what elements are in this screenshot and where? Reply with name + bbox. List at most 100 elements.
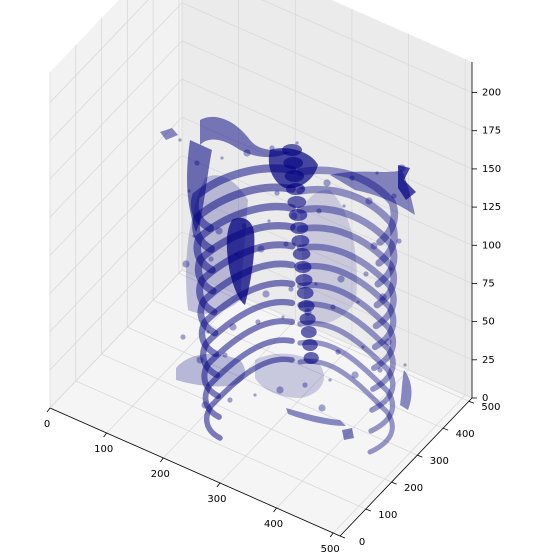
grid-line — [181, 2, 473, 132]
speckle — [377, 367, 383, 373]
grid-line — [181, 40, 473, 170]
speckle — [351, 371, 359, 379]
upper-spine-cluster — [268, 148, 318, 189]
rib-right — [296, 243, 397, 330]
z-tick-label: 0 — [482, 393, 488, 404]
y-tick-label: 500 — [481, 402, 500, 413]
grid-line — [276, 369, 409, 509]
speckle — [290, 212, 298, 220]
speckle — [262, 290, 270, 298]
x-tick-label: 400 — [264, 519, 283, 530]
vertebra — [296, 287, 314, 299]
x-tick-mark — [46, 407, 51, 413]
grid-line — [261, 0, 473, 93]
speckle — [201, 401, 209, 409]
grid-line — [181, 78, 473, 208]
speckle — [281, 315, 285, 319]
z-tick-label: 25 — [482, 355, 495, 366]
speckle — [316, 208, 322, 214]
x-tick-label: 200 — [151, 469, 170, 480]
speckle — [187, 189, 191, 193]
pane-left — [50, 0, 182, 408]
fragment-top-left — [160, 128, 178, 140]
speckle — [267, 219, 271, 223]
x-tick-label: 0 — [44, 419, 50, 430]
dense-structure-left — [226, 217, 255, 305]
vertebra — [303, 352, 319, 364]
x-tick-label: 300 — [207, 494, 226, 505]
grid-line — [127, 326, 418, 456]
speckle — [300, 186, 304, 190]
speckle — [363, 271, 369, 277]
vertebra — [287, 196, 307, 208]
speckle — [356, 300, 360, 304]
speckle — [379, 293, 387, 301]
speckle — [239, 297, 243, 301]
speckle — [255, 319, 261, 325]
grid-line — [178, 272, 470, 402]
speckle — [389, 267, 393, 271]
speckle — [243, 149, 251, 157]
speckle — [361, 345, 365, 349]
rib-right — [297, 358, 395, 455]
rib-right — [297, 320, 396, 413]
speckle — [241, 223, 247, 229]
vertebra — [298, 300, 315, 312]
speckle — [295, 141, 299, 145]
x-tick-mark — [159, 457, 164, 463]
speckle — [269, 145, 275, 151]
speckle — [215, 227, 223, 235]
vertebra — [290, 222, 309, 234]
speckle — [274, 190, 280, 196]
grid-line — [49, 40, 183, 180]
speckle — [335, 349, 341, 355]
speckle — [227, 397, 233, 403]
speckle — [194, 160, 200, 166]
rib-right — [297, 339, 396, 434]
vertebra — [295, 274, 313, 286]
speckle — [253, 393, 257, 397]
speckle — [196, 356, 204, 364]
clavicle-right — [330, 170, 415, 215]
grid-line — [49, 2, 183, 142]
vertebra — [294, 261, 312, 273]
grid-line — [101, 353, 392, 483]
y-tick-mark — [391, 481, 397, 485]
speckle — [192, 234, 196, 238]
pane-back — [182, 0, 472, 398]
speckle — [330, 304, 336, 310]
speckle — [220, 156, 224, 160]
speckle — [349, 175, 355, 181]
fragment — [342, 428, 354, 440]
z-tick-label: 175 — [482, 126, 501, 137]
y-tick-label: 400 — [456, 429, 475, 440]
speckle — [304, 308, 312, 316]
tick-labels: 0100200300400500010020030040050002550751… — [44, 88, 501, 555]
y-tick-mark — [365, 508, 371, 512]
lower-edge-fragment — [286, 408, 346, 426]
grid-line — [332, 394, 466, 534]
grid-line — [49, 269, 183, 409]
speckle — [365, 197, 373, 205]
y-tick-label: 100 — [378, 510, 397, 521]
y-axis-line — [339, 397, 473, 537]
axes-panes — [50, 0, 472, 536]
y-tick-label: 0 — [359, 537, 365, 548]
grid-line — [49, 193, 183, 332]
speckle — [208, 256, 214, 262]
x-axis-line — [49, 407, 341, 537]
rib-right — [296, 205, 398, 288]
rib-right — [296, 185, 398, 267]
speckle — [403, 363, 407, 367]
vertebra — [300, 326, 317, 338]
grid-line — [49, 231, 183, 371]
speckle — [337, 275, 345, 283]
speckle — [234, 252, 238, 256]
speckle — [178, 138, 182, 142]
speckle — [384, 338, 392, 346]
grid-line — [219, 344, 353, 484]
y-tick-mark — [468, 400, 475, 404]
grid-line — [49, 155, 183, 294]
y-tick-label: 300 — [430, 456, 449, 467]
